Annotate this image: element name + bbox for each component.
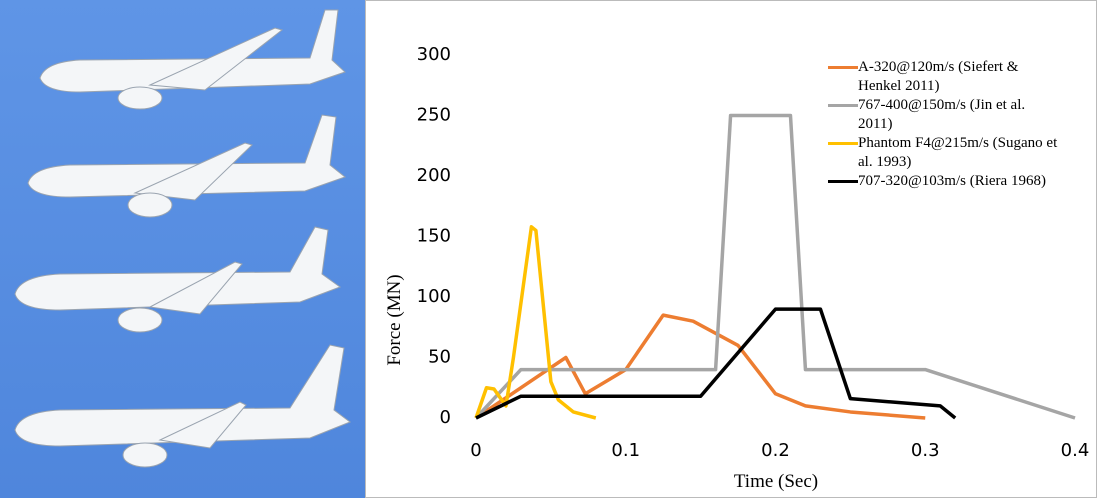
x-tick-label: 0.1	[611, 440, 640, 461]
legend: A-320@120m/s (Siefert & Henkel 2011)767-…	[828, 58, 1058, 191]
y-tick-label: 200	[417, 165, 451, 186]
legend-swatch	[828, 104, 858, 107]
legend-item: 707-320@103m/s (Riera 1968)	[828, 172, 1058, 191]
y-tick-label: 100	[417, 286, 451, 307]
data-line	[476, 315, 925, 418]
y-tick-label: 50	[428, 347, 451, 368]
x-tick-label: 0.4	[1061, 440, 1090, 461]
legend-label: 767-400@150m/s (Jin et al. 2011)	[858, 96, 1058, 134]
legend-item: 767-400@150m/s (Jin et al. 2011)	[828, 96, 1058, 134]
x-tick-label: 0	[470, 440, 481, 461]
x-axis-label: Time (Sec)	[734, 471, 818, 492]
legend-item: Phantom F4@215m/s (Sugano et al. 1993)	[828, 134, 1058, 172]
x-tick-label: 0.3	[911, 440, 940, 461]
x-tick-label: 0.2	[761, 440, 790, 461]
y-tick-label: 0	[440, 407, 451, 428]
legend-label: A-320@120m/s (Siefert & Henkel 2011)	[858, 58, 1058, 96]
legend-swatch	[828, 142, 858, 145]
y-tick-label: 250	[417, 105, 451, 126]
legend-swatch	[828, 180, 858, 183]
data-line	[476, 227, 596, 418]
legend-label: 707-320@103m/s (Riera 1968)	[858, 172, 1046, 191]
y-axis-label: Force (MN)	[384, 274, 405, 365]
y-tick-label: 150	[417, 226, 451, 247]
legend-item: A-320@120m/s (Siefert & Henkel 2011)	[828, 58, 1058, 96]
y-tick-label: 300	[417, 44, 451, 65]
legend-label: Phantom F4@215m/s (Sugano et al. 1993)	[858, 134, 1058, 172]
page: Time (Sec) Force (MN) 0 50 100 150 200 250 300…	[0, 0, 1097, 498]
legend-swatch	[828, 66, 858, 69]
